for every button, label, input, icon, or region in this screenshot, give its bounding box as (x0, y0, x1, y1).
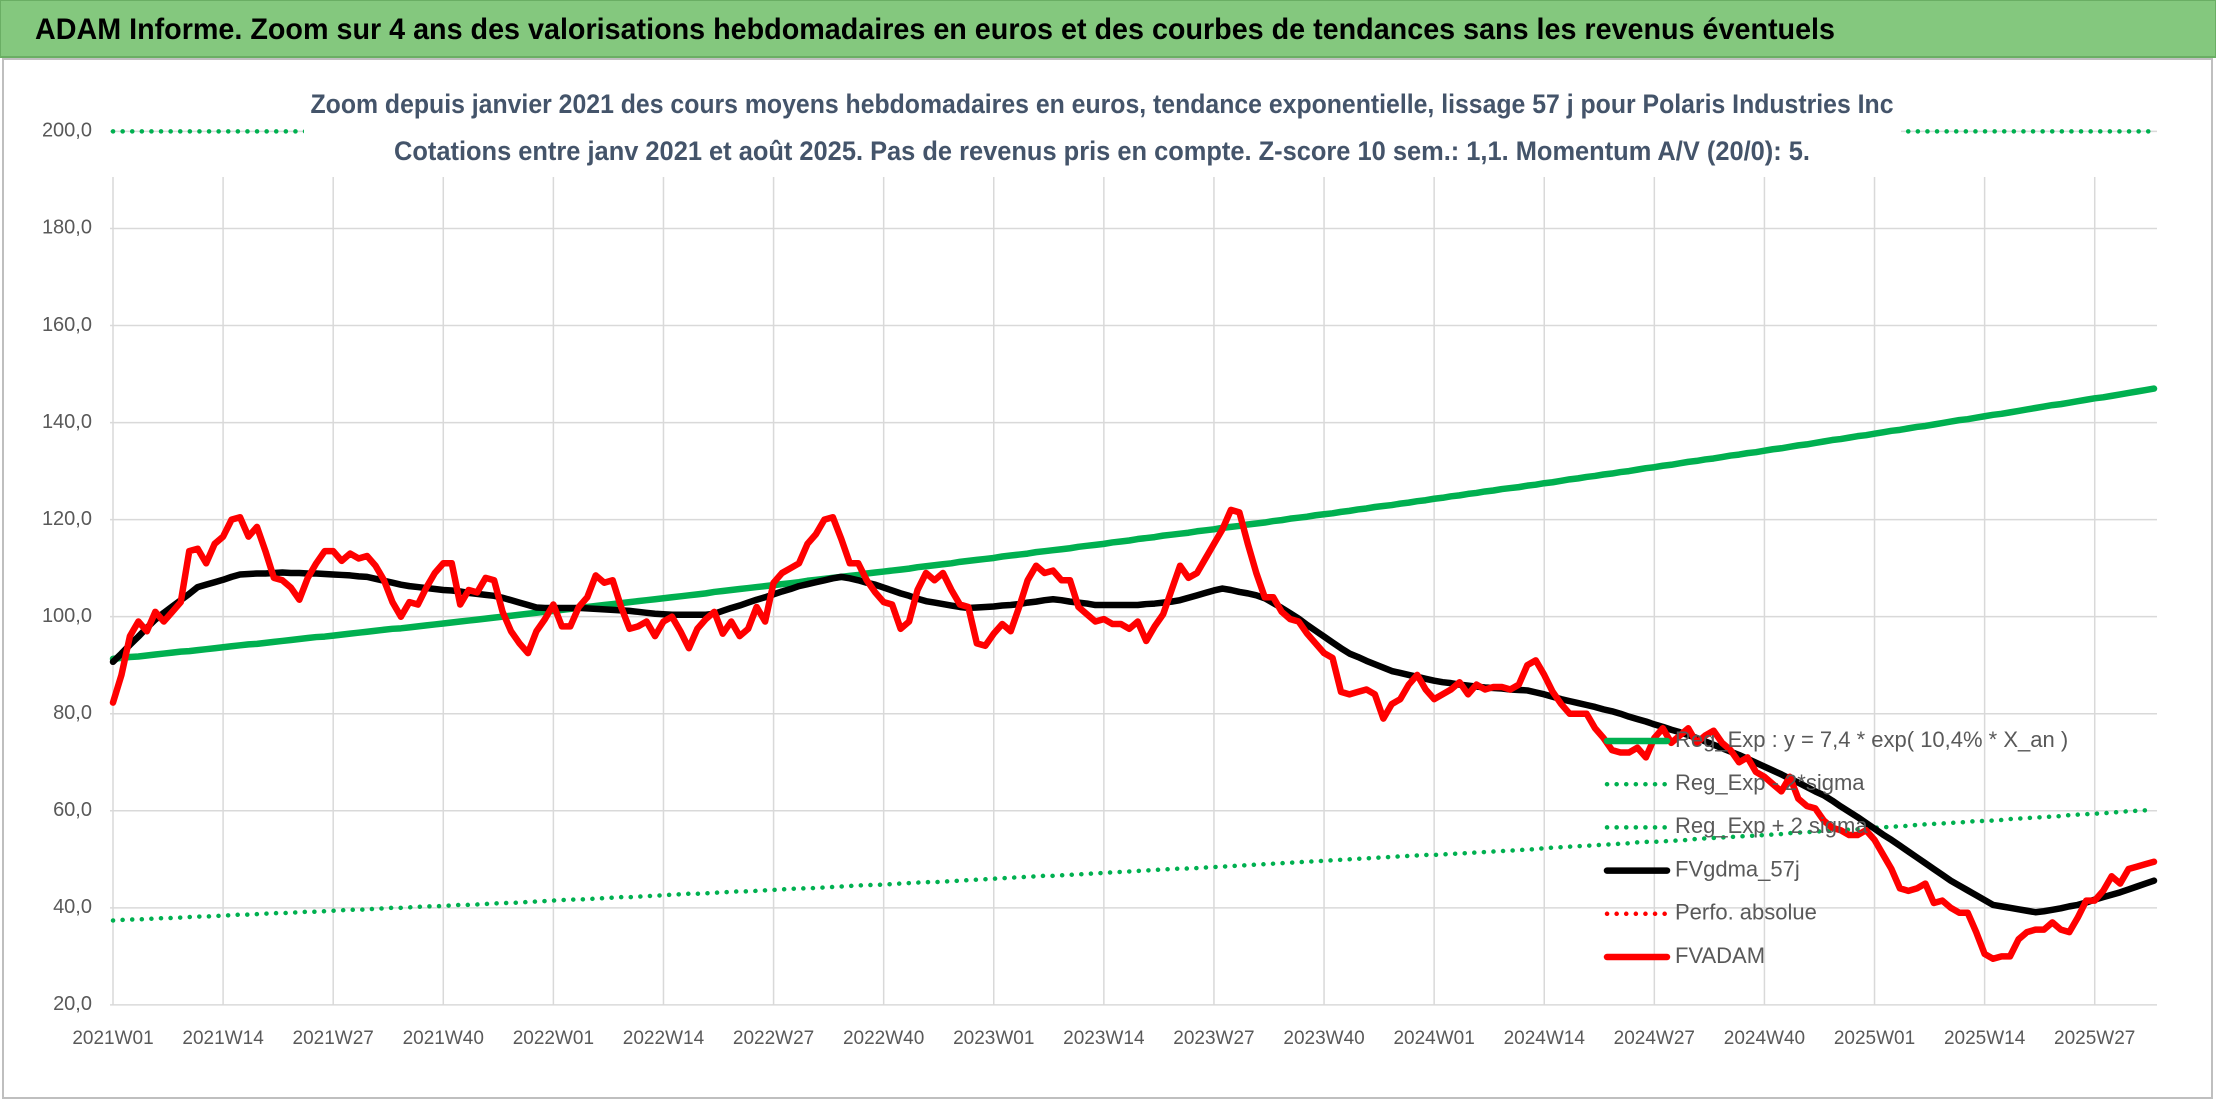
x-tick-label: 2023W14 (1063, 1028, 1145, 1049)
x-tick-label: 2023W40 (1283, 1028, 1364, 1049)
subtitle-box: Zoom depuis janvier 2021 des cours moyen… (304, 80, 1901, 176)
series-line (109, 506, 2158, 963)
x-tick-label: 2022W27 (733, 1028, 814, 1049)
legend-label: Reg_Exp - 2*sigma (1675, 770, 1865, 795)
header-bar (0, 0, 2216, 58)
legend-label: FVgdma_57j (1675, 856, 1800, 881)
legend-label: FVADAM (1675, 943, 1765, 968)
x-tick-label: 2024W14 (1504, 1028, 1586, 1049)
legend: Reg_Exp : y = 7,4 * exp( 10,4% * X_an ) R… (1603, 727, 2068, 968)
y-tick-label: 20,0 (53, 993, 92, 1015)
x-tick-label: 2025W14 (1944, 1028, 2026, 1049)
y-tick-label: 40,0 (53, 896, 92, 918)
chart-subtitle: Cotations entre janv 2021 et août 2025. … (394, 136, 1810, 166)
y-tick-label: 140,0 (42, 411, 92, 433)
legend-label: Reg_Exp + 2 sigma (1675, 813, 1868, 838)
x-tick-label: 2023W01 (953, 1028, 1034, 1049)
x-tick-label: 2021W27 (293, 1028, 374, 1049)
x-tick-label: 2021W40 (403, 1028, 484, 1049)
legend-label: Perfo. absolue (1675, 900, 1817, 925)
x-tick-label: 2025W01 (1834, 1028, 1915, 1049)
chart-title: ADAM Informe. Zoom sur 4 ans des valoris… (35, 13, 1835, 46)
series-line (109, 385, 2158, 663)
y-tick-label: 160,0 (42, 314, 92, 336)
y-tick-label: 180,0 (42, 217, 92, 239)
x-tick-label: 2022W14 (623, 1028, 705, 1049)
y-tick-label: 100,0 (42, 605, 92, 627)
legend-label: Reg_Exp : y = 7,4 * exp( 10,4% * X_an ) (1675, 727, 2068, 752)
x-tick-label: 2025W27 (2054, 1028, 2135, 1049)
y-tick-label: 80,0 (53, 702, 92, 724)
x-tick-label: 2022W40 (843, 1028, 924, 1049)
x-tick-label: 2024W27 (1614, 1028, 1695, 1049)
chart-subtitle: Zoom depuis janvier 2021 des cours moyen… (311, 89, 1894, 119)
x-tick-label: 2022W01 (513, 1028, 594, 1049)
x-tick-label: 2023W27 (1173, 1028, 1254, 1049)
y-tick-label: 60,0 (53, 799, 92, 821)
series-line (109, 569, 2158, 916)
x-tick-label: 2021W01 (72, 1028, 153, 1049)
x-tick-label: 2021W14 (182, 1028, 264, 1049)
chart-frame (2, 58, 2213, 1099)
x-tick-label: 2024W01 (1393, 1028, 1474, 1049)
subtitle-background (304, 80, 1901, 176)
y-tick-label: 120,0 (42, 508, 92, 530)
x-tick-label: 2024W40 (1724, 1028, 1805, 1049)
y-tick-label: 200,0 (42, 120, 92, 142)
